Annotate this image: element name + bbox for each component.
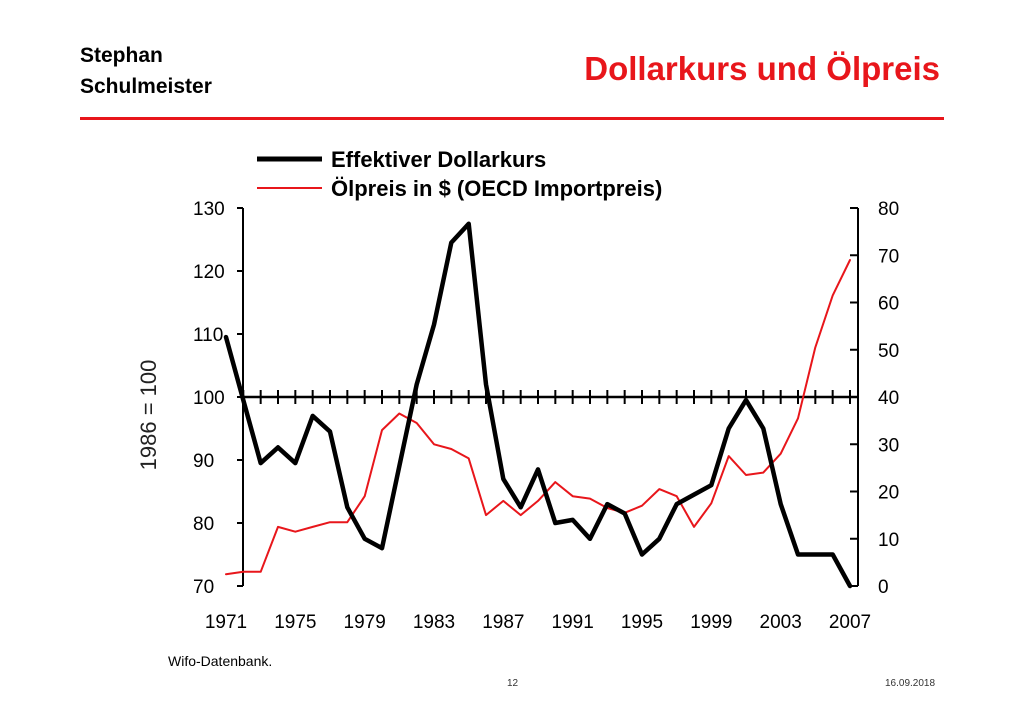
series-layer: [223, 221, 853, 589]
legend: Effektiver Dollarkurs Ölpreis in $ (OECD …: [257, 147, 662, 201]
reference-line-100: [242, 390, 858, 404]
left-axis-tick-label: 90: [193, 451, 214, 472]
right-axis: 80 70 60 50 40 30 20 10 0: [850, 199, 899, 598]
right-axis-tick-label: 60: [878, 294, 899, 315]
source-note: Wifo-Datenbank.: [168, 653, 273, 669]
left-axis: 130 120 110 100 90 80 70: [193, 199, 244, 598]
page-number: 12: [507, 678, 519, 689]
legend-label: Effektiver Dollarkurs: [331, 147, 546, 172]
right-axis-tick-label: 30: [878, 435, 899, 456]
x-axis-tick-label: 2003: [760, 612, 802, 633]
x-axis-tick-label: 1979: [344, 612, 386, 633]
slide-date: 16.09.2018: [885, 678, 936, 689]
x-axis-tick-label: 1983: [413, 612, 455, 633]
x-axis-tick-label: 1987: [482, 612, 524, 633]
author-first-name: Stephan: [80, 44, 163, 67]
x-axis-tick-label: 1971: [205, 612, 247, 633]
left-axis-tick-label: 110: [193, 325, 223, 346]
x-axis-tick-label: 1975: [274, 612, 316, 633]
left-axis-tick-label: 120: [193, 262, 225, 283]
right-axis-tick-label: 0: [878, 577, 889, 598]
series-line-oil: [225, 259, 851, 576]
author-name: Stephan Schulmeister: [80, 40, 212, 102]
x-axis-tick-label: 2007: [829, 612, 871, 633]
right-axis-tick-label: 70: [878, 246, 899, 267]
legend-label: Ölpreis in $ (OECD Importpreis): [331, 176, 662, 201]
x-axis: 1971 1975 1979 1983 1987 1991 1995 1999 2003 2007: [205, 612, 871, 633]
right-axis-tick-label: 80: [878, 199, 899, 220]
left-axis-tick-label: 80: [193, 514, 214, 535]
left-axis-tick-label: 70: [193, 577, 214, 598]
y-axis-label: 1986 = 100: [136, 360, 161, 471]
x-axis-tick-label: 1995: [621, 612, 663, 633]
right-axis-tick-label: 20: [878, 483, 899, 504]
left-axis-tick-label: 100: [193, 388, 225, 409]
x-axis-tick-label: 1991: [552, 612, 594, 633]
title-divider: [80, 117, 944, 120]
series-line-dollar: [223, 221, 853, 589]
right-axis-tick-label: 40: [878, 388, 899, 409]
right-axis-tick-label: 10: [878, 530, 899, 551]
slide-title: Dollarkurs und Ölpreis: [584, 50, 940, 87]
right-axis-tick-label: 50: [878, 341, 899, 362]
author-last-name: Schulmeister: [80, 75, 212, 98]
left-axis-tick-label: 130: [193, 199, 225, 220]
x-axis-tick-label: 1999: [690, 612, 732, 633]
